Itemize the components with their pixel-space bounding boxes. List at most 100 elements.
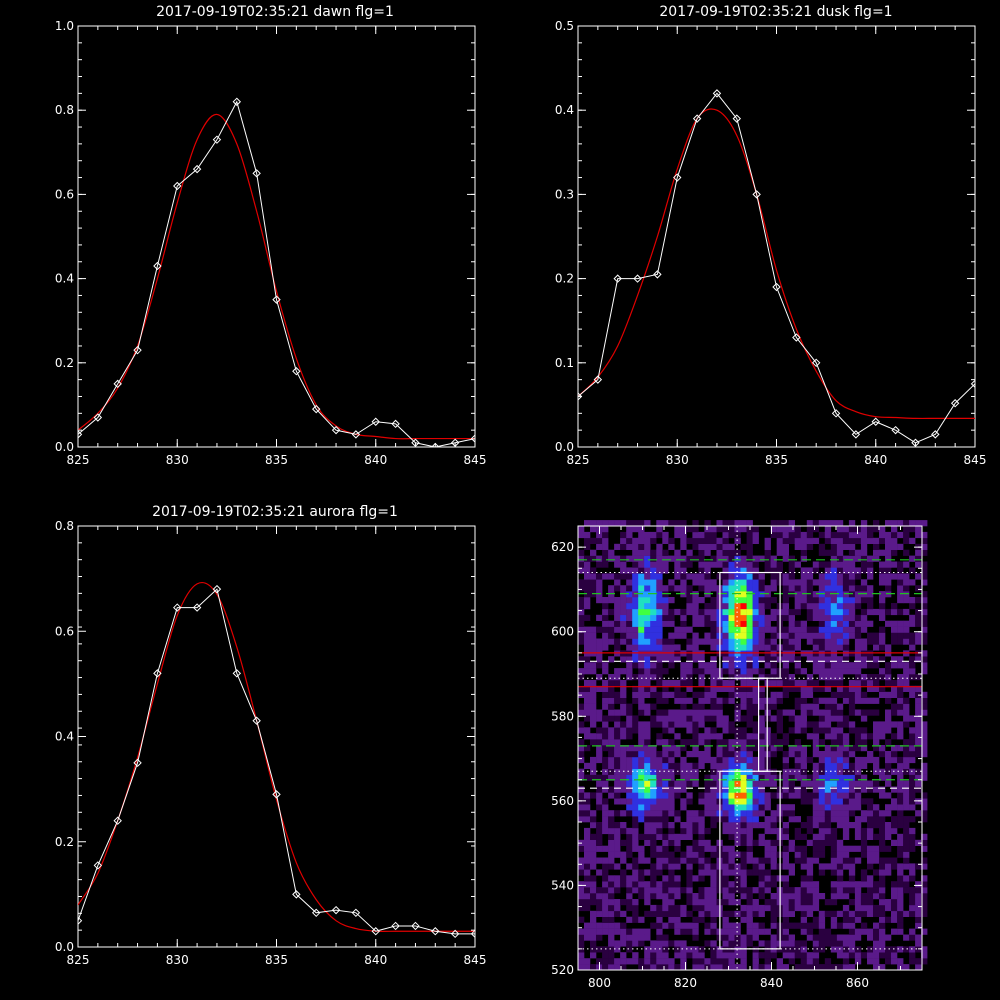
- heatmap-cell: [674, 940, 681, 947]
- heatmap-cell: [722, 526, 729, 533]
- heatmap-cell: [818, 715, 826, 722]
- heatmap-cell: [867, 573, 874, 580]
- heatmap-cell: [686, 591, 693, 598]
- heatmap-cell: [710, 798, 717, 805]
- heatmap-cell: [632, 839, 639, 846]
- heatmap-cell: [656, 833, 663, 840]
- y-tick-label: 540: [551, 878, 574, 892]
- heatmap-cell: [668, 644, 675, 651]
- heatmap-cell: [578, 904, 585, 912]
- heatmap-cell: [632, 958, 639, 965]
- heatmap-cell: [885, 845, 892, 852]
- heatmap-cell: [860, 543, 868, 550]
- heatmap-cell: [728, 822, 735, 829]
- heatmap-cell: [842, 620, 850, 627]
- heatmap-cell: [921, 952, 928, 959]
- heatmap-cell: [806, 709, 814, 716]
- heatmap-cell: [728, 626, 735, 633]
- heatmap-cell: [614, 579, 621, 586]
- heatmap-cell: [668, 614, 675, 621]
- heatmap-cell: [734, 940, 741, 947]
- heatmap-cell: [746, 745, 753, 752]
- heatmap-cell: [632, 952, 639, 959]
- heatmap-cell: [903, 549, 910, 556]
- heatmap-cell: [638, 597, 645, 604]
- heatmap-cell: [903, 626, 910, 633]
- heatmap-cell: [746, 804, 753, 811]
- heatmap-cell: [860, 656, 868, 663]
- heatmap-cell: [686, 875, 693, 882]
- heatmap-cell: [650, 922, 657, 929]
- heatmap-cell: [860, 555, 868, 562]
- heatmap-cell: [716, 555, 723, 562]
- heatmap-cell: [686, 827, 693, 835]
- heatmap-cell: [662, 697, 669, 704]
- heatmap-cell: [596, 893, 603, 900]
- y-tick-label: 0.1: [555, 356, 574, 370]
- heatmap-cell: [758, 632, 765, 639]
- heatmap-cell: [782, 875, 789, 882]
- heatmap-cell: [710, 774, 717, 781]
- heatmap-cell: [842, 857, 850, 864]
- heatmap-cell: [836, 526, 844, 533]
- heatmap-cell: [824, 822, 832, 829]
- heatmap-cell: [848, 679, 856, 687]
- heatmap-cell: [758, 745, 765, 752]
- heatmap-cell: [903, 520, 910, 527]
- heatmap-cell: [897, 910, 904, 917]
- heatmap-cell: [710, 952, 717, 959]
- heatmap-cell: [602, 526, 609, 533]
- heatmap-cell: [818, 739, 826, 746]
- heatmap-cell: [614, 721, 621, 728]
- data-point-marker: [173, 603, 182, 612]
- heatmap-cell: [590, 899, 597, 906]
- heatmap-cell: [620, 614, 627, 621]
- heatmap-cell: [909, 887, 916, 894]
- heatmap-cell: [728, 810, 735, 817]
- heatmap-cell: [650, 567, 657, 574]
- heatmap-cell: [746, 531, 753, 539]
- heatmap-cell: [830, 869, 838, 876]
- heatmap-cell: [867, 904, 874, 912]
- heatmap-cell: [656, 626, 663, 633]
- heatmap-cell: [806, 964, 814, 971]
- heatmap-cell: [602, 638, 609, 645]
- heatmap-cell: [740, 822, 747, 829]
- heatmap-cell: [794, 561, 801, 568]
- heatmap-cell: [824, 662, 832, 669]
- heatmap-cell: [716, 703, 723, 710]
- heatmap-cell: [788, 751, 795, 758]
- heatmap-cell: [602, 786, 609, 793]
- heatmap-cell: [680, 703, 687, 710]
- heatmap-cell: [830, 851, 838, 858]
- heatmap-cell: [891, 916, 898, 923]
- heatmap-cell: [867, 952, 874, 959]
- heatmap-cell: [596, 845, 603, 852]
- heatmap-cell: [854, 531, 862, 539]
- heatmap-cell: [879, 786, 886, 793]
- data-point-marker: [970, 379, 975, 389]
- heatmap-cell: [758, 751, 765, 758]
- heatmap-cell: [596, 531, 603, 539]
- data-point-marker: [93, 413, 103, 422]
- heatmap-cell: [909, 756, 916, 764]
- heatmap-cell: [728, 833, 735, 840]
- heatmap-cell: [608, 946, 615, 953]
- heatmap-cell: [842, 585, 850, 592]
- heatmap-cell: [728, 674, 735, 681]
- heatmap-cell: [626, 632, 633, 639]
- heatmap-cell: [602, 910, 609, 917]
- heatmap-cell: [794, 597, 801, 604]
- heatmap-cell: [752, 899, 759, 906]
- heatmap-cell: [722, 893, 729, 900]
- heatmap-cell: [830, 881, 838, 888]
- heatmap-cell: [764, 952, 771, 959]
- heatmap-cell: [662, 893, 669, 900]
- heatmap-cell: [854, 697, 862, 704]
- heatmap-cell: [921, 745, 928, 752]
- heatmap-cell: [909, 668, 916, 675]
- heatmap-cell: [818, 561, 826, 568]
- heatmap-cell: [578, 561, 585, 568]
- heatmap-cell: [746, 827, 753, 835]
